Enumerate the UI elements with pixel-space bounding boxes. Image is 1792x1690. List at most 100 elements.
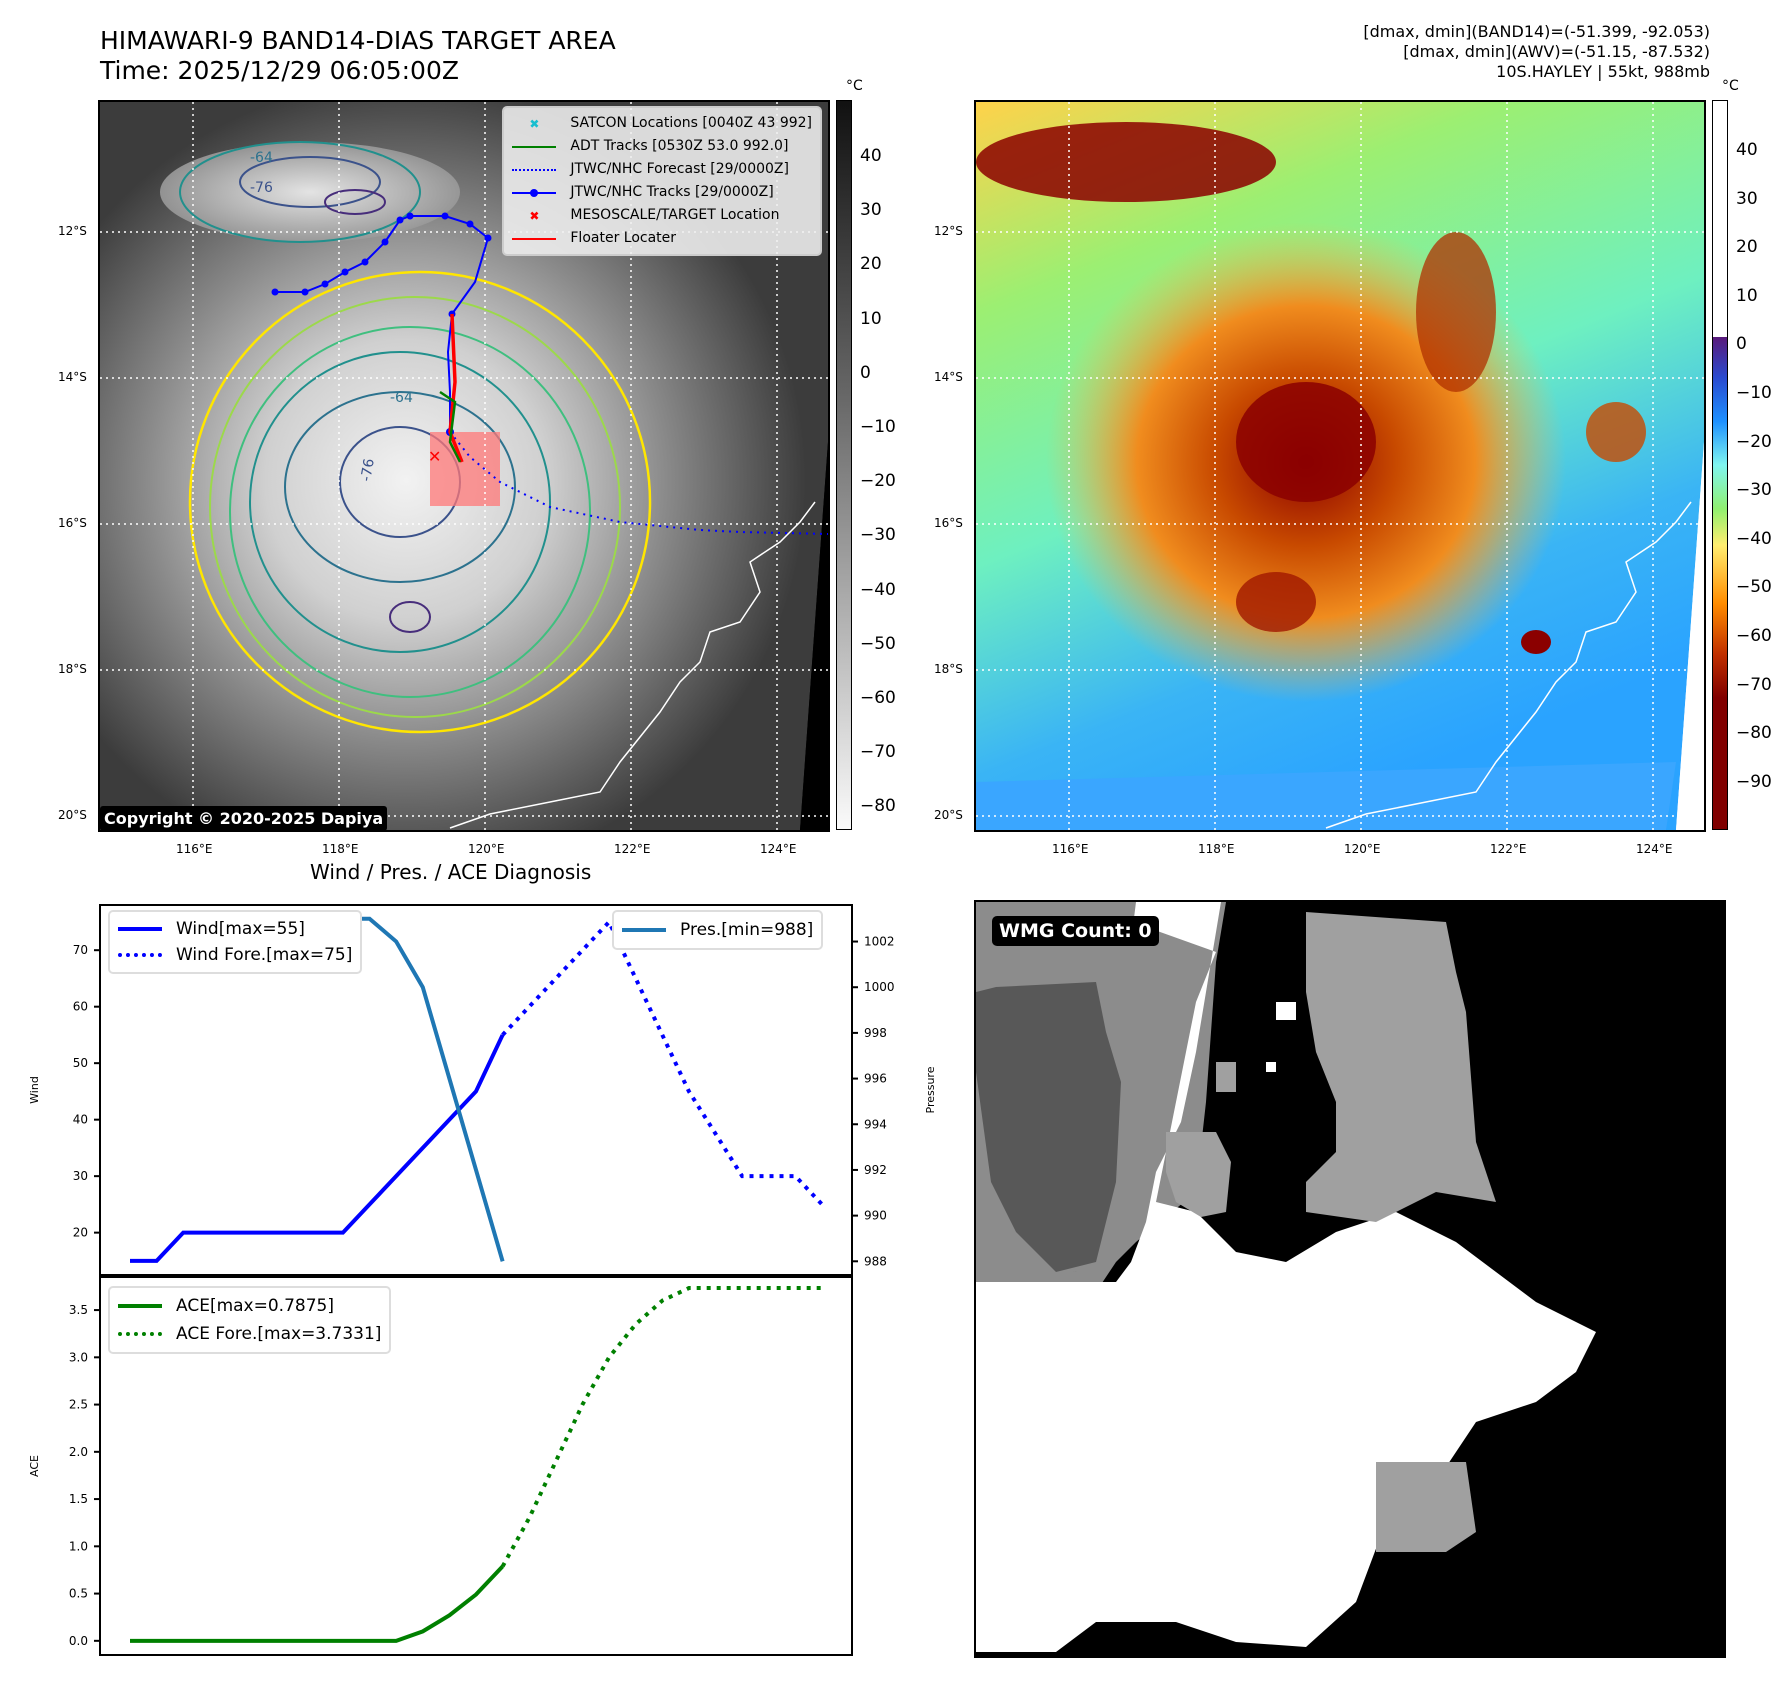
target-x-marker-icon: ✕ (428, 447, 441, 466)
dotted-line-icon (512, 164, 557, 176)
contour-teal (249, 351, 551, 653)
lon-label: 122°E (614, 842, 651, 856)
colorbar-tick-label: −60 (860, 688, 896, 708)
ir-map-image: -64 -76 -64 -76 ✕ (100, 102, 828, 830)
legend-item: ACE[max=0.7875] (118, 1292, 381, 1320)
colorbar-tick-label: −30 (860, 525, 896, 546)
y-right-tick-label: 1002 (864, 935, 895, 949)
cold-top (1236, 572, 1316, 632)
jtwc-forecast-track (449, 431, 828, 535)
colorbar-tick-label: 20 (860, 254, 882, 275)
colorbar-tick-label: −70 (860, 742, 896, 763)
solid-line-icon (118, 1304, 162, 1308)
colorbar-tick-label: −20 (1736, 431, 1772, 452)
solid-line-icon (512, 141, 557, 153)
colorbar-tick-label: 40 (1736, 140, 1758, 160)
diagnosis-title: Wind / Pres. / ACE Diagnosis (310, 860, 592, 884)
series-line-1 (500, 1286, 822, 1568)
colorbar-tick-label: −80 (1736, 723, 1772, 744)
y-tick-label: 70 (73, 943, 88, 957)
wmg-image (976, 902, 1596, 1652)
legend-item: Wind Fore.[max=75] (118, 942, 352, 968)
contour-label: -76 (358, 457, 378, 482)
contour-label: -76 (250, 180, 273, 196)
y-right-tick-label: 992 (864, 1163, 887, 1177)
contour-top-indigo (239, 156, 381, 208)
series-line-1 (501, 918, 824, 1206)
colorbar-tick-label: −70 (1736, 674, 1772, 695)
figure-title: HIMAWARI-9 BAND14-DIAS TARGET AREA (100, 26, 616, 55)
colorbar-tick-label: −20 (860, 471, 896, 492)
wmg-region-white (1266, 1062, 1276, 1072)
y-tick-label: 3.0 (69, 1350, 88, 1364)
y-tick-label: 1.5 (69, 1492, 88, 1506)
awv-field-south (976, 762, 1676, 830)
adt-track (439, 390, 462, 463)
coastline (449, 501, 816, 829)
lon-label: 120°E (1344, 842, 1381, 856)
lon-label: 122°E (1490, 842, 1527, 856)
colorbar-tick-label: −90 (1736, 771, 1772, 792)
colorbar-tick-label: 30 (860, 200, 882, 221)
wmg-panel: WMG Count: 0 (974, 900, 1726, 1658)
ir-colorbar (836, 100, 852, 830)
colorbar-tick-label: 40 (860, 146, 882, 166)
pressure-legend: Pres.[min=988] (612, 910, 824, 950)
legend-item: JTWC/NHC Forecast [29/0000Z] (512, 158, 812, 181)
colorbar-tick-label: 0 (1736, 334, 1747, 355)
stats-awv: [dmax, dmin](AWV)=(-51.15, -87.532) (1403, 42, 1710, 61)
legend-item: ACE Fore.[max=3.7331] (118, 1320, 381, 1348)
wmg-region-lightgray (1166, 1132, 1231, 1217)
lat-label: 16°S (934, 516, 963, 530)
ace-legend: ACE[max=0.7875] ACE Fore.[max=3.7331] (108, 1286, 392, 1354)
y-tick-label: 40 (73, 1113, 88, 1127)
awv-map-panel (974, 100, 1706, 832)
contour-lightgreen (209, 296, 621, 718)
colorbar-tick-label: −50 (860, 633, 896, 654)
y-tick-label: 30 (73, 1169, 88, 1183)
y-right-axis-label: Pressure (924, 1066, 937, 1113)
lat-label: 12°S (58, 224, 87, 238)
gridlines (976, 102, 1704, 830)
wmg-region-lightgray (1306, 912, 1496, 1222)
series-line-0 (130, 1034, 505, 1263)
lat-label: 14°S (934, 370, 963, 384)
y-tick-label: 2.5 (69, 1398, 88, 1412)
cold-band (976, 122, 1276, 202)
y-right-tick-label: 990 (864, 1209, 887, 1223)
wmg-region-darkgray (976, 982, 1121, 1272)
colorbar-tick-label: −60 (1736, 626, 1772, 646)
awv-colorbar (1712, 100, 1728, 830)
line-dot-icon (512, 187, 557, 199)
x-marker-icon: ✖ (529, 208, 540, 223)
dotted-line-icon (118, 1332, 162, 1336)
ir-map-panel: -64 -76 -64 -76 ✕ ✖ SATCON L (98, 100, 830, 832)
y-tick-label: 1.0 (69, 1539, 88, 1553)
solid-line-icon (118, 927, 162, 931)
y-right-tick-label: 1000 (864, 980, 895, 994)
lat-label: 12°S (934, 224, 963, 238)
contour-yellow (188, 270, 652, 734)
cold-band (1416, 232, 1496, 392)
legend-item: JTWC/NHC Tracks [29/0000Z] (512, 181, 812, 204)
lon-label: 120°E (468, 842, 505, 856)
y-tick-label: 20 (73, 1226, 88, 1240)
contour-blue-teal (284, 391, 516, 583)
y-axis-label: ACE (28, 1455, 41, 1477)
lat-label: 18°S (934, 662, 963, 676)
colorbar-tick-label: 30 (1736, 188, 1758, 209)
lat-label: 20°S (934, 808, 963, 822)
wmg-region-white (1276, 1002, 1296, 1020)
storm-info: 10S.HAYLEY | 55kt, 988mb (1496, 62, 1710, 81)
lon-label: 124°E (760, 842, 797, 856)
no-data-area (800, 442, 828, 830)
contour-green (229, 326, 591, 698)
wmg-region-lightgray (1216, 1062, 1236, 1092)
ace-chart: 3.5 3.0 2.5 2.0 1.5 1.0 0.5 0.0 ACE (28, 1276, 853, 1656)
y-right-tick-label: 998 (864, 1026, 887, 1040)
y-right-tick-label: 996 (864, 1072, 887, 1086)
y-tick-label: 60 (73, 1000, 88, 1014)
plot-frame (99, 904, 853, 1276)
y-tick-label: 0.5 (69, 1587, 88, 1601)
contour-label: -64 (390, 390, 413, 406)
